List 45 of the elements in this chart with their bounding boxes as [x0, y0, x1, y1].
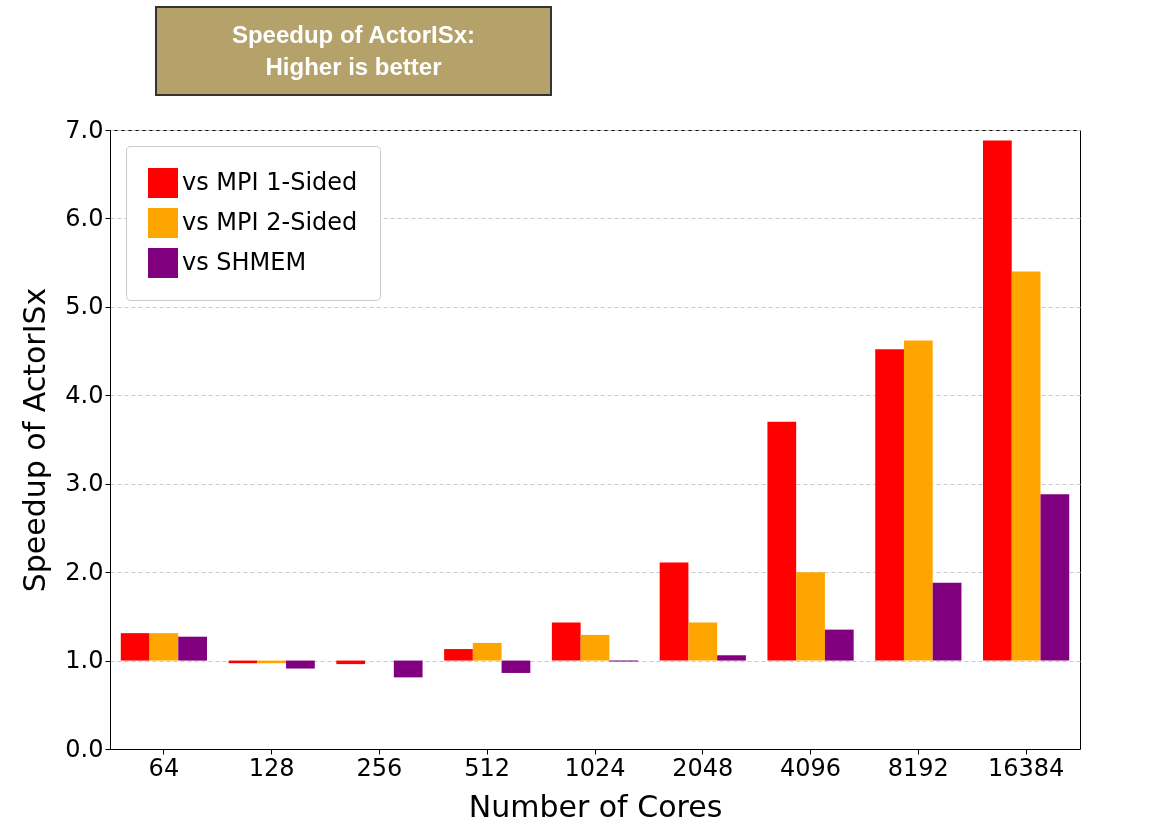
y-tick-label: 2.0	[65, 557, 104, 586]
bar	[1040, 494, 1070, 661]
bar	[472, 642, 502, 661]
y-tick-label: 3.0	[65, 469, 104, 498]
bar	[932, 582, 962, 661]
legend-label: vs MPI 1-Sided	[182, 168, 358, 196]
bar	[824, 629, 854, 661]
legend-label: vs SHMEM	[182, 248, 307, 276]
x-tick-label: 1024	[564, 753, 626, 782]
bar	[393, 660, 423, 678]
bar	[767, 421, 797, 661]
bar	[983, 140, 1012, 661]
bar	[688, 622, 718, 661]
bar	[717, 655, 746, 661]
legend-label: vs MPI 2-Sided	[182, 208, 358, 236]
bar	[501, 660, 531, 673]
bar	[551, 622, 581, 661]
bar	[1011, 271, 1041, 661]
y-tick-label: 7.0	[65, 115, 104, 144]
y-tick-label: 6.0	[65, 203, 104, 232]
x-tick-label: 16384	[987, 753, 1065, 782]
x-tick-label: 512	[464, 753, 511, 782]
bar	[178, 636, 207, 661]
bar	[149, 633, 179, 661]
bar	[286, 660, 315, 669]
y-tick-label: 4.0	[65, 380, 104, 409]
x-tick-label: 2048	[672, 753, 734, 782]
bar	[796, 572, 825, 661]
y-tick-label: 1.0	[65, 646, 104, 675]
x-axis-title: Number of Cores	[468, 788, 723, 824]
bar	[659, 562, 689, 661]
chart-title: Speedup of ActorISx: Higher is better	[155, 6, 552, 96]
bar	[875, 349, 904, 661]
x-tick-label: 8192	[887, 753, 949, 782]
y-axis-title: Speedup of ActorISx	[17, 287, 53, 593]
bar	[444, 649, 473, 661]
x-tick-label: 256	[356, 753, 403, 782]
y-tick-label: 5.0	[65, 292, 104, 321]
bar	[120, 633, 150, 661]
bar	[903, 340, 933, 661]
bar	[580, 634, 610, 661]
x-tick-label: 128	[248, 753, 295, 782]
x-tick-label: 64	[148, 753, 180, 782]
x-tick-label: 4096	[780, 753, 842, 782]
y-tick-label: 0.0	[65, 734, 104, 763]
